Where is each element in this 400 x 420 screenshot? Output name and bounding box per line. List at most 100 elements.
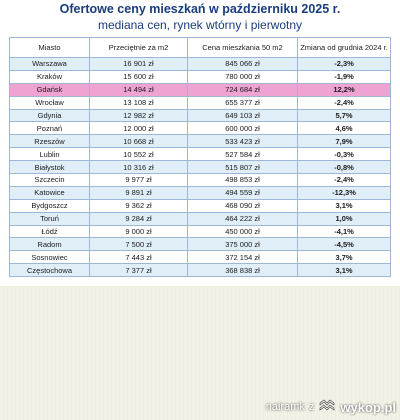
column-header-change: Zmiana od grudnia 2024 r. xyxy=(297,37,391,58)
cell-city: Kraków xyxy=(9,69,90,84)
cell-price-per-m2: 10 668 zł xyxy=(89,134,188,149)
cell-price-50m2: 533 423 zł xyxy=(187,134,298,149)
cell-price-per-m2: 15 600 zł xyxy=(89,69,188,84)
column-header-city: Miasto xyxy=(9,37,90,58)
cell-price-50m2: 780 000 zł xyxy=(187,69,298,84)
cell-city: Warszawa xyxy=(9,57,90,71)
cell-city: Wrocław xyxy=(9,95,90,110)
cell-price-50m2: 468 090 zł xyxy=(187,198,298,213)
cell-price-50m2: 375 000 zł xyxy=(187,237,298,252)
column-header-price-50m2: Cena mieszkania 50 m2 xyxy=(187,37,298,58)
table-row: Warszawa 16 901 zł 845 066 zł -2,3% xyxy=(9,57,391,71)
cell-change: -2,3% xyxy=(297,57,391,71)
cell-city: Szczecin xyxy=(9,173,90,187)
page-title: Ofertowe ceny mieszkań w październiku 20… xyxy=(59,2,341,16)
cell-city: Gdynia xyxy=(9,108,90,123)
cell-change: 3,1% xyxy=(297,263,391,278)
cell-change: -2,4% xyxy=(297,173,391,187)
cell-price-per-m2: 10 552 zł xyxy=(89,147,188,162)
table-row: Szczecin 9 977 zł 498 853 zł -2,4% xyxy=(9,173,391,187)
cell-price-50m2: 494 559 zł xyxy=(187,185,298,200)
cell-price-50m2: 527 584 zł xyxy=(187,147,298,162)
cell-change: -4,1% xyxy=(297,224,391,239)
table-body: Warszawa 16 901 zł 845 066 zł -2,3% Kraków 15… xyxy=(9,57,391,278)
cell-price-per-m2: 9 977 zł xyxy=(89,173,188,187)
cell-price-50m2: 498 853 zł xyxy=(187,173,298,187)
cell-city: Częstochowa xyxy=(9,263,90,278)
cell-price-50m2: 724 684 zł xyxy=(187,82,298,97)
table-row: Toruń 9 284 zł 464 222 zł 1,0% xyxy=(9,211,391,226)
cell-change: -12,3% xyxy=(297,185,391,200)
table-row: Katowice 9 891 zł 494 559 zł -12,3% xyxy=(9,185,391,200)
cell-change: 3,7% xyxy=(297,250,391,265)
table-row: Wrocław 13 108 zł 655 377 zł -2,4% xyxy=(9,95,391,110)
price-table: Miasto Przeciętnie za m2 Cena mieszkania… xyxy=(9,37,391,278)
cell-price-per-m2: 12 982 zł xyxy=(89,108,188,123)
cell-price-per-m2: 9 000 zł xyxy=(89,224,188,239)
table-row: Kraków 15 600 zł 780 000 zł -1,9% xyxy=(9,69,391,84)
table-row: Białystok 10 316 zł 515 807 zł -0,8% xyxy=(9,160,391,175)
background-area xyxy=(0,286,400,420)
infographic-card: Ofertowe ceny mieszkań w październiku 20… xyxy=(0,0,400,286)
cell-change: 4,6% xyxy=(297,121,391,136)
cell-price-50m2: 368 838 zł xyxy=(187,263,298,278)
wykop-logo-icon xyxy=(318,398,336,416)
column-header-price-per-m2: Przeciętnie za m2 xyxy=(89,37,188,58)
cell-city: Rzeszów xyxy=(9,134,90,149)
cell-city: Poznań xyxy=(9,121,90,136)
cell-price-50m2: 450 000 zł xyxy=(187,224,298,239)
cell-price-per-m2: 9 284 zł xyxy=(89,211,188,226)
table-row: Sosnowiec 7 443 zł 372 154 zł 3,7% xyxy=(9,250,391,265)
watermark: nairamk z wykop.pl xyxy=(266,397,396,417)
cell-price-per-m2: 9 891 zł xyxy=(89,185,188,200)
cell-change: 5,7% xyxy=(297,108,391,123)
watermark-user: nairamk xyxy=(265,401,305,413)
cell-change: -0,3% xyxy=(297,147,391,162)
table-row: Lublin 10 552 zł 527 584 zł -0,3% xyxy=(9,147,391,162)
cell-change: 12,2% xyxy=(297,82,391,97)
watermark-separator: z xyxy=(308,401,315,413)
table-row: Gdynia 12 982 zł 649 103 zł 5,7% xyxy=(9,108,391,123)
table-row: Poznań 12 000 zł 600 000 zł 4,6% xyxy=(9,121,391,136)
cell-price-per-m2: 7 377 zł xyxy=(89,263,188,278)
table-row: Łódź 9 000 zł 450 000 zł -4,1% xyxy=(9,224,391,239)
cell-change: -0,8% xyxy=(297,160,391,175)
cell-price-50m2: 372 154 zł xyxy=(187,250,298,265)
cell-change: 3,1% xyxy=(297,198,391,213)
cell-city: Łódź xyxy=(9,224,90,239)
table-header-row: Miasto Przeciętnie za m2 Cena mieszkania… xyxy=(9,37,391,58)
cell-price-per-m2: 12 000 zł xyxy=(89,121,188,136)
cell-city: Bydgoszcz xyxy=(9,198,90,213)
cell-change: -1,9% xyxy=(297,69,391,84)
cell-city: Lublin xyxy=(9,147,90,162)
cell-price-50m2: 649 103 zł xyxy=(187,108,298,123)
cell-price-per-m2: 9 362 zł xyxy=(89,198,188,213)
table-row: Rzeszów 10 668 zł 533 423 zł 7,9% xyxy=(9,134,391,149)
cell-city: Gdańsk xyxy=(9,82,90,97)
table-row: Gdańsk 14 494 zł 724 684 zł 12,2% xyxy=(9,82,391,97)
cell-price-per-m2: 7 443 zł xyxy=(89,250,188,265)
table-row: Radom 7 500 zł 375 000 zł -4,5% xyxy=(9,237,391,252)
cell-price-50m2: 845 066 zł xyxy=(187,57,298,71)
watermark-site: wykop.pl xyxy=(340,399,396,415)
cell-price-50m2: 600 000 zł xyxy=(187,121,298,136)
cell-price-50m2: 655 377 zł xyxy=(187,95,298,110)
cell-price-per-m2: 13 108 zł xyxy=(89,95,188,110)
cell-price-per-m2: 10 316 zł xyxy=(89,160,188,175)
cell-city: Białystok xyxy=(9,160,90,175)
cell-change: 1,0% xyxy=(297,211,391,226)
cell-city: Katowice xyxy=(9,185,90,200)
cell-city: Toruń xyxy=(9,211,90,226)
cell-change: 7,9% xyxy=(297,134,391,149)
cell-price-50m2: 515 807 zł xyxy=(187,160,298,175)
cell-city: Radom xyxy=(9,237,90,252)
cell-city: Sosnowiec xyxy=(9,250,90,265)
cell-change: -4,5% xyxy=(297,237,391,252)
cell-price-per-m2: 16 901 zł xyxy=(89,57,188,71)
cell-change: -2,4% xyxy=(297,95,391,110)
cell-price-50m2: 464 222 zł xyxy=(187,211,298,226)
cell-price-per-m2: 7 500 zł xyxy=(89,237,188,252)
table-row: Bydgoszcz 9 362 zł 468 090 zł 3,1% xyxy=(9,198,391,213)
cell-price-per-m2: 14 494 zł xyxy=(89,82,188,97)
table-row: Częstochowa 7 377 zł 368 838 zł 3,1% xyxy=(9,263,391,278)
